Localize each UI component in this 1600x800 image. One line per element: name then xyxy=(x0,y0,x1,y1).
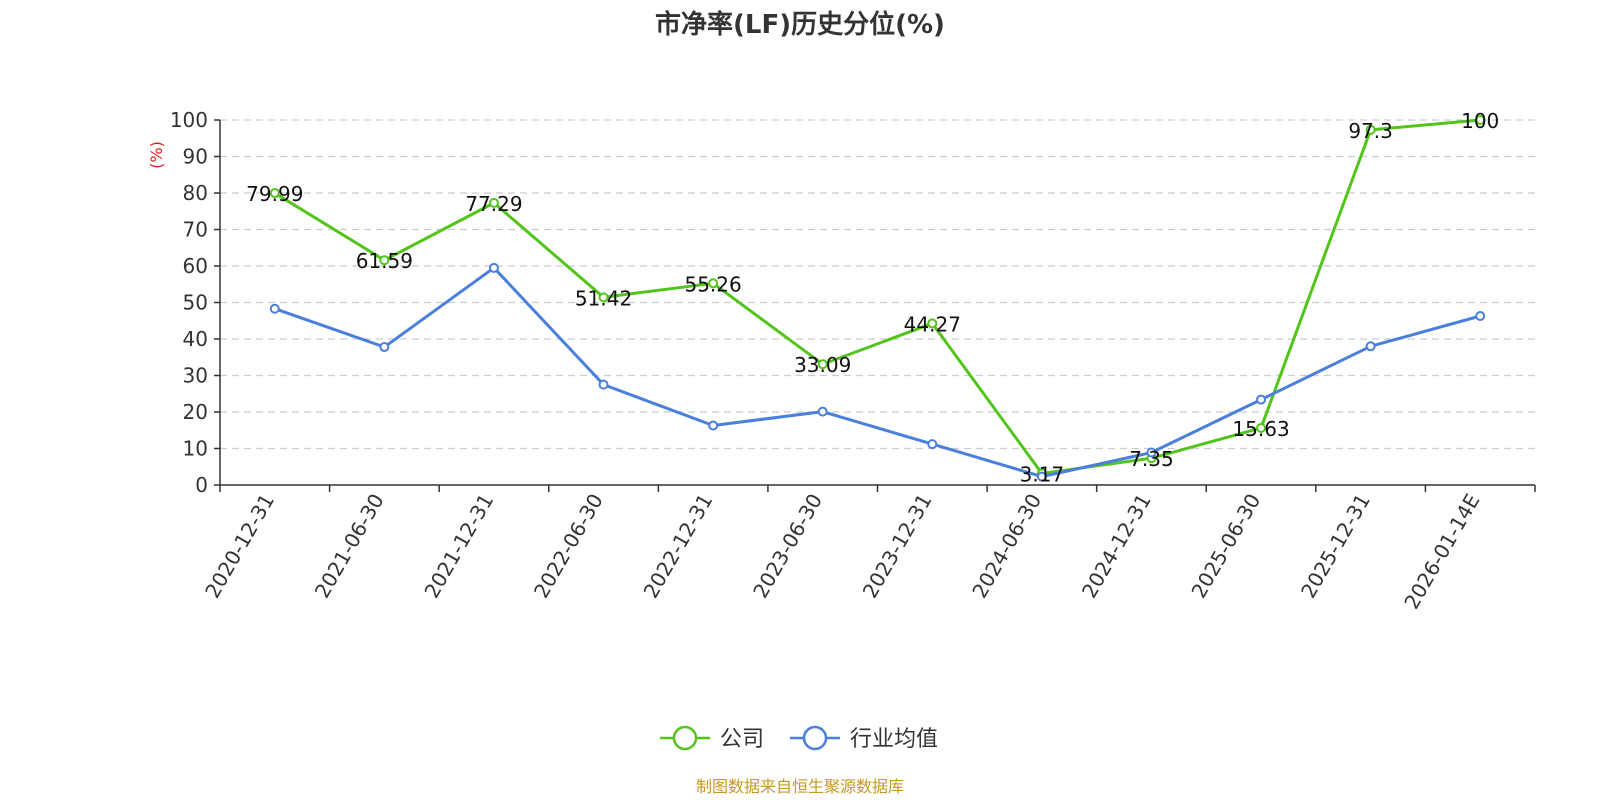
data-point xyxy=(1475,311,1486,322)
data-label: 3.17 xyxy=(1020,462,1065,486)
y-tick-label: 80 xyxy=(183,181,208,205)
data-point xyxy=(598,379,609,390)
data-point xyxy=(708,278,719,289)
x-tick-label: 2024-06-30 xyxy=(967,490,1046,603)
data-point xyxy=(1475,115,1486,125)
data-point xyxy=(1036,471,1047,482)
x-tick-label: 2025-06-30 xyxy=(1186,490,1265,603)
data-point xyxy=(817,406,828,417)
y-tick-label: 20 xyxy=(183,400,208,424)
x-tick-label: 2022-12-31 xyxy=(639,490,718,603)
data-point xyxy=(488,197,499,208)
y-tick-label: 60 xyxy=(183,254,208,278)
y-tick-label: 30 xyxy=(183,364,208,388)
data-label: 33.09 xyxy=(794,353,851,377)
x-axis-ticks: 2020-12-31 2021-06-30 2021-12-31 2022-06-30… xyxy=(200,485,1536,614)
legend-marker xyxy=(802,725,828,751)
data-point xyxy=(1365,341,1376,352)
data-point xyxy=(1146,447,1157,458)
data-point xyxy=(269,188,280,199)
y-tick-label: 50 xyxy=(183,291,208,315)
data-labels: 79.99 61.59 77.29 51.42 55.26 33.09 44.27 3.17 7… xyxy=(246,109,1499,486)
legend-label: 行业均值 xyxy=(850,727,938,752)
legend-marker xyxy=(672,725,698,751)
y-axis-ticks: 0 10 20 30 40 50 60 70 80 90 100 xyxy=(170,108,220,497)
chart-title: 市净率(LF)历史分位(%) xyxy=(655,9,945,40)
data-point xyxy=(269,303,280,314)
legend: 公司 行业均值 xyxy=(660,725,938,752)
y-tick-label: 100 xyxy=(170,108,208,132)
x-tick-label: 2025-12-31 xyxy=(1296,490,1375,603)
series-line-1 xyxy=(274,266,1481,479)
data-point xyxy=(927,318,938,329)
data-label: 7.35 xyxy=(1129,447,1174,471)
y-tick-label: 10 xyxy=(183,437,208,461)
data-label: 61.59 xyxy=(356,249,413,273)
y-tick-label: 70 xyxy=(183,218,208,242)
data-point xyxy=(488,262,499,273)
data-point xyxy=(1256,394,1267,405)
x-tick-label: 2020-12-31 xyxy=(200,490,279,603)
x-tick-label: 2021-12-31 xyxy=(419,490,498,603)
series-line-0 xyxy=(274,118,1481,475)
data-point xyxy=(1365,124,1376,135)
legend-label: 公司 xyxy=(720,727,764,752)
data-label: 44.27 xyxy=(904,312,961,336)
data-label: 97.3 xyxy=(1348,119,1393,143)
x-tick-label: 2023-06-30 xyxy=(748,490,827,603)
data-point xyxy=(708,420,719,431)
x-tick-label: 2023-12-31 xyxy=(858,490,937,603)
data-label: 77.29 xyxy=(465,192,522,216)
data-point xyxy=(379,255,390,266)
data-point xyxy=(1256,422,1267,433)
data-label: 15.63 xyxy=(1232,417,1289,441)
series-layer xyxy=(269,115,1486,482)
y-tick-label: 40 xyxy=(183,327,208,351)
gridlines xyxy=(220,119,1535,450)
data-point xyxy=(927,439,938,450)
source-note: 制图数据来自恒生聚源数据库 xyxy=(696,777,904,796)
x-tick-label: 2024-12-31 xyxy=(1077,490,1156,603)
data-point xyxy=(817,359,828,370)
data-label: 51.42 xyxy=(575,286,632,310)
y-axis-unit: (%) xyxy=(147,141,166,169)
x-tick-label: 2026-01-14E xyxy=(1399,490,1484,614)
y-tick-label: 90 xyxy=(183,145,208,169)
data-label: 100 xyxy=(1461,109,1499,133)
x-tick-label: 2021-06-30 xyxy=(310,490,389,603)
data-point xyxy=(598,292,609,303)
data-point xyxy=(379,342,390,353)
y-tick-label: 0 xyxy=(195,473,208,497)
data-label: 55.26 xyxy=(684,272,741,296)
x-tick-label: 2022-06-30 xyxy=(529,490,608,603)
data-label: 79.99 xyxy=(246,182,303,206)
